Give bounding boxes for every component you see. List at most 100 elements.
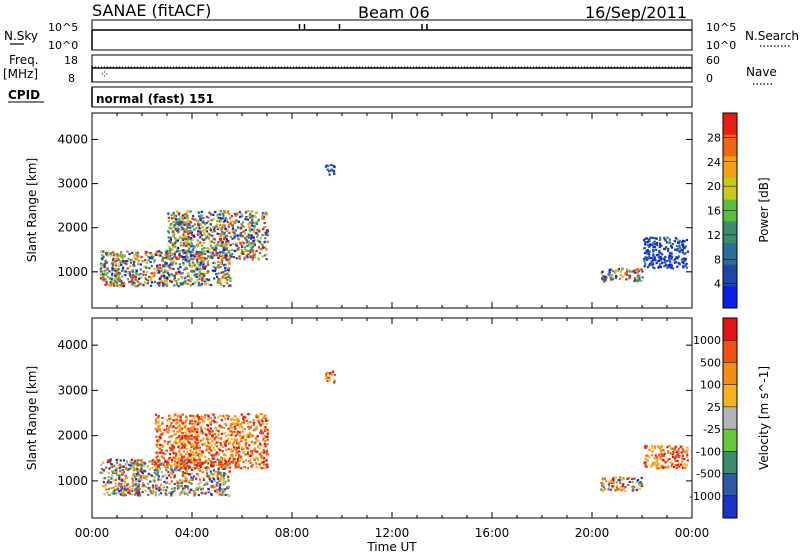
echo-cell [266,431,270,434]
echo-cell [221,217,224,220]
echo-cell [246,422,250,425]
echo-cell [195,436,199,439]
echo-cell [196,244,200,248]
echo-cell [223,471,226,475]
echo-cell [194,433,197,436]
echo-cell [169,273,172,276]
echo-cell [666,458,669,461]
echo-cell [190,419,193,422]
echo-cell [116,253,120,256]
echo-cell [139,263,142,266]
echo-cell [179,216,182,219]
echo-cell [195,227,198,230]
echo-cell [254,437,257,440]
echo-cell [154,451,157,454]
echo-cell [666,249,670,253]
time-axis-ticks: 00:00 04:00 08:00 12:00 16:00 20:00 00:00 [75,526,710,540]
echo-cell [612,479,615,482]
echo-cell [218,424,221,427]
echo-cell [181,420,184,423]
echo-cell [137,277,141,281]
echo-cell [186,249,190,252]
echo-cell [188,224,191,227]
echo-cell [178,229,181,232]
echo-cell [197,255,200,258]
echo-cell [681,447,684,451]
echo-cell [160,279,163,282]
echo-cell [216,213,219,216]
echo-cell [644,457,647,460]
echo-cell [224,210,227,213]
echo-cell [624,278,628,281]
echo-cell [101,461,105,464]
colorbar-tick-label: -1000 [689,490,721,503]
colorbar-segment [723,156,737,179]
echo-cell [188,489,191,492]
echo-cell [219,442,222,445]
echo-cell [266,432,269,435]
echo-cell [217,434,220,437]
echo-cell [217,463,221,467]
echo-cell [189,229,192,232]
colorbar-segment [723,384,737,408]
echo-cell [221,463,225,467]
echo-cell [244,416,247,419]
echo-cell [658,250,661,254]
echo-cell [131,484,134,487]
echo-cell [225,240,228,243]
echo-cell [189,461,192,464]
echo-cell [177,445,181,448]
echo-cell [226,466,229,469]
echo-cell [261,212,264,215]
echo-cell [245,254,248,258]
echo-cell [165,449,168,453]
echo-cell [201,439,204,442]
echo-cell [204,280,207,283]
echo-cell [199,452,202,456]
ytick-label: 1000 [57,474,88,488]
echo-cell [187,275,190,278]
echo-cell [237,462,240,465]
echo-cell [194,461,197,464]
echo-cell [148,256,151,259]
echo-cell [186,210,189,213]
echo-cell [115,257,118,260]
echo-cell [127,491,130,494]
echo-cell [668,263,672,266]
echo-cell [633,280,636,283]
echo-cell [163,480,166,483]
colorbar-tick-label: 25 [707,401,721,414]
echo-cell [154,418,157,421]
echo-cell [182,472,185,475]
echo-cell [162,486,165,489]
echo-cell [164,277,167,280]
echo-cell [157,475,160,478]
echo-cell [236,430,239,433]
echo-cell [176,249,179,252]
echo-cell [161,475,164,478]
echo-cell [680,451,683,454]
echo-cell [136,258,139,261]
echo-cell [265,435,268,439]
echo-cell [165,493,168,497]
echo-cell [197,224,200,227]
echo-cell [186,429,189,432]
echo-cell [654,454,657,457]
echo-cell [248,228,251,231]
echo-cell [178,440,182,443]
echo-cell [128,265,132,268]
echo-cell [173,474,177,477]
echo-cell [638,277,641,280]
echo-cell [264,426,267,429]
echo-cell [601,270,604,273]
echo-cell [141,463,144,466]
echo-cell [140,467,143,470]
echo-cell [137,483,140,486]
echo-cell [197,257,200,260]
echo-cell [185,477,189,480]
echo-cell [644,256,647,259]
echo-cell [681,464,684,467]
echo-cell [176,479,179,483]
echo-cell [259,443,262,447]
echo-cell [218,216,221,220]
